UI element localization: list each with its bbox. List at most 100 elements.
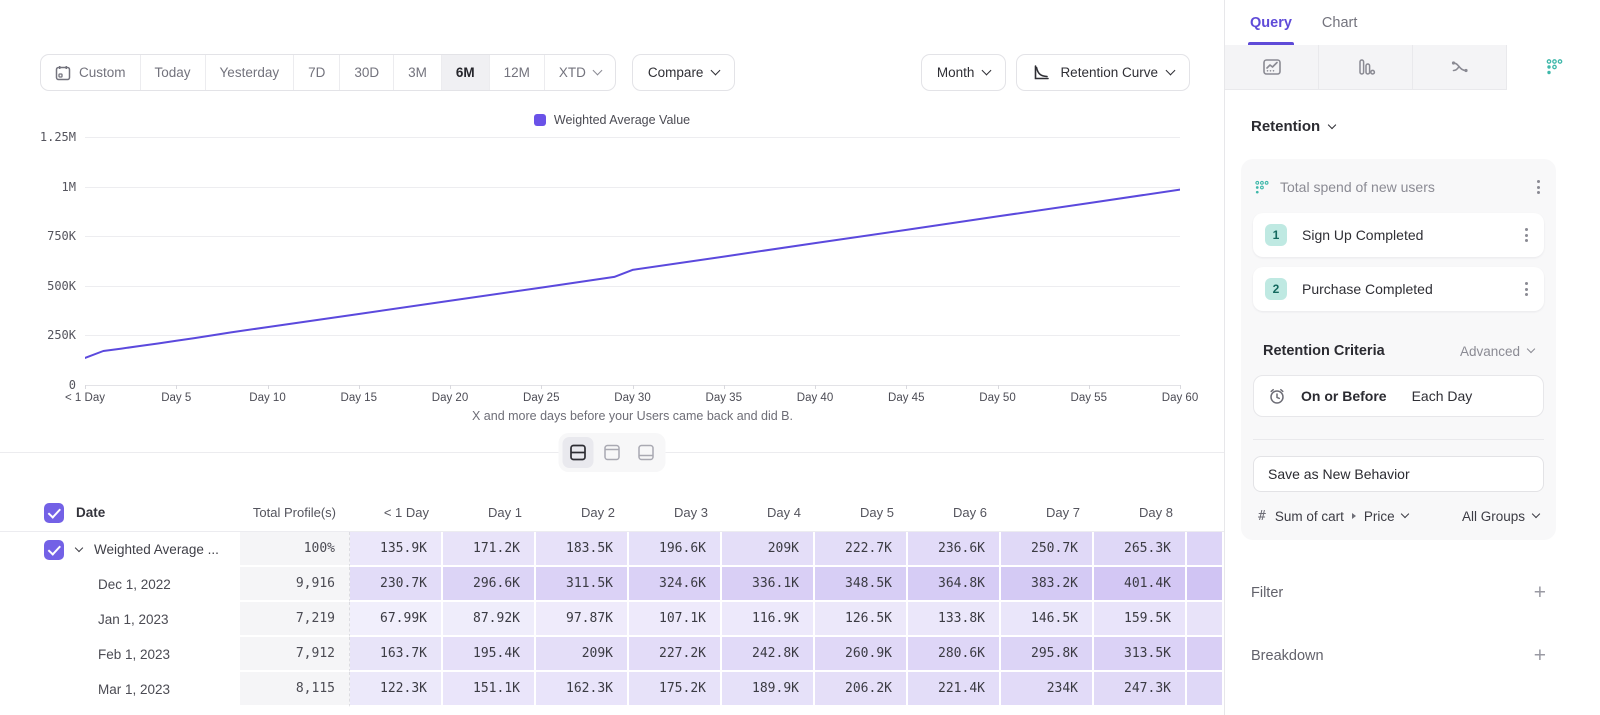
add-breakdown-button[interactable]: + bbox=[1534, 645, 1546, 666]
header-cell-day-4[interactable]: Day 4 bbox=[722, 494, 815, 531]
range-yesterday[interactable]: Yesterday bbox=[206, 55, 295, 90]
behavior-menu-button[interactable] bbox=[1533, 176, 1544, 198]
value-cell: 146.5K bbox=[1001, 602, 1094, 637]
x-axis-tick bbox=[1089, 385, 1090, 389]
query-sidebar: Query Chart bbox=[1224, 0, 1600, 715]
header-cell-day-2[interactable]: Day 2 bbox=[536, 494, 629, 531]
value-cell: 183.5K bbox=[536, 532, 629, 567]
value-cell: 162.3K bbox=[536, 672, 629, 707]
behavior-step-purchase-completed[interactable]: 2Purchase Completed bbox=[1253, 267, 1544, 311]
divider bbox=[1253, 439, 1544, 440]
flows-report-tab[interactable] bbox=[1413, 45, 1507, 90]
value-cell: 222.7K bbox=[815, 532, 908, 567]
chart-legend[interactable]: Weighted Average Value bbox=[0, 113, 1224, 127]
criteria-mode-label: Advanced bbox=[1460, 344, 1520, 359]
value-cell: 87.92K bbox=[443, 602, 536, 637]
criteria-mode-dropdown[interactable]: Advanced bbox=[1460, 344, 1534, 359]
section-label: Breakdown bbox=[1251, 648, 1324, 664]
value-cell: 348.5K bbox=[815, 567, 908, 602]
header-cell-date[interactable]: Date bbox=[0, 494, 240, 531]
range-custom[interactable]: Custom bbox=[41, 55, 141, 90]
x-axis-tick bbox=[998, 385, 999, 389]
header-cell-day-3[interactable]: Day 3 bbox=[629, 494, 722, 531]
chevron-down-icon bbox=[1532, 510, 1540, 518]
step-menu-button[interactable] bbox=[1521, 278, 1532, 300]
value-cell: 236.6K bbox=[908, 532, 1001, 567]
value-cell: 159.5K bbox=[1094, 602, 1187, 637]
value-cell: 230.7K bbox=[350, 567, 443, 602]
sidebar-section-breakdown: Breakdown + bbox=[1241, 645, 1556, 666]
header-cell-1-day[interactable]: < 1 Day bbox=[350, 494, 443, 531]
chevron-down-icon bbox=[1527, 345, 1535, 353]
x-axis-label: Day 20 bbox=[432, 392, 468, 404]
range-3m[interactable]: 3M bbox=[394, 55, 442, 90]
retention-icon bbox=[1544, 57, 1564, 77]
groups-dropdown[interactable]: All Groups bbox=[1462, 509, 1539, 524]
header-cell-day-7[interactable]: Day 7 bbox=[1001, 494, 1094, 531]
header-cell-day-1[interactable]: Day 1 bbox=[443, 494, 536, 531]
retention-section-dropdown[interactable]: Retention bbox=[1251, 118, 1556, 135]
x-axis-label: Day 10 bbox=[249, 392, 285, 404]
value-cell: 67.99K bbox=[350, 602, 443, 637]
retention-condition-row[interactable]: On or Before Each Day bbox=[1253, 375, 1544, 417]
split-view-button[interactable] bbox=[563, 437, 594, 468]
value-cell: 116.9K bbox=[722, 602, 815, 637]
value-cell: 242.8K bbox=[722, 637, 815, 672]
value-cell-partial bbox=[1187, 532, 1224, 567]
header-label: Day 8 bbox=[1139, 505, 1173, 520]
step-menu-button[interactable] bbox=[1521, 224, 1532, 246]
range-label: 7D bbox=[308, 65, 325, 80]
row-label: Feb 1, 2023 bbox=[98, 647, 170, 662]
total-profiles-cell: 7,912 bbox=[240, 637, 350, 672]
sidebar-tab-chart[interactable]: Chart bbox=[1322, 0, 1357, 45]
granularity-dropdown[interactable]: Month bbox=[921, 54, 1007, 91]
range-30d[interactable]: 30D bbox=[340, 55, 394, 90]
save-as-new-behavior-button[interactable]: Save as New Behavior bbox=[1253, 456, 1544, 492]
sidebar-tab-query[interactable]: Query bbox=[1250, 0, 1292, 45]
x-axis-label: Day 40 bbox=[797, 392, 833, 404]
x-axis-label: < 1 Day bbox=[65, 392, 105, 404]
value-cell: 280.6K bbox=[908, 637, 1001, 672]
split-view-icon bbox=[570, 444, 587, 461]
value-cell: 97.87K bbox=[536, 602, 629, 637]
select-all-checkbox[interactable] bbox=[44, 503, 64, 523]
header-label: Day 7 bbox=[1046, 505, 1080, 520]
chart-only-view-button[interactable] bbox=[597, 437, 628, 468]
behavior-step-sign-up-completed[interactable]: 1Sign Up Completed bbox=[1253, 213, 1544, 257]
value-cell: 311.5K bbox=[536, 567, 629, 602]
funnels-icon bbox=[1356, 57, 1376, 77]
range-xtd[interactable]: XTD bbox=[545, 55, 615, 90]
measure-property-dropdown[interactable]: Sum of cart Price bbox=[1275, 509, 1408, 524]
row-checkbox[interactable] bbox=[44, 540, 64, 560]
range-today[interactable]: Today bbox=[141, 55, 206, 90]
retention-criteria-label: Retention Criteria bbox=[1263, 343, 1385, 359]
header-cell-day-8[interactable]: Day 8 bbox=[1094, 494, 1187, 531]
total-profiles-cell: 7,219 bbox=[240, 602, 350, 637]
sidebar-tabs: Query Chart bbox=[1225, 0, 1600, 45]
range-6m[interactable]: 6M bbox=[442, 55, 490, 90]
add-filter-button[interactable]: + bbox=[1534, 582, 1546, 603]
row-label: Dec 1, 2022 bbox=[98, 577, 171, 592]
step-event-label: Purchase Completed bbox=[1302, 281, 1433, 297]
funnels-report-tab[interactable] bbox=[1319, 45, 1413, 90]
chart-type-dropdown[interactable]: Retention Curve bbox=[1016, 54, 1190, 91]
retention-report-tab[interactable] bbox=[1507, 45, 1600, 90]
compare-button[interactable]: Compare bbox=[632, 54, 736, 91]
row-expander-icon[interactable] bbox=[76, 549, 82, 551]
range-7d[interactable]: 7D bbox=[294, 55, 340, 90]
header-cell-total-profile-s[interactable]: Total Profile(s) bbox=[240, 494, 350, 531]
range-label: Custom bbox=[79, 65, 126, 80]
y-axis-label: 500K bbox=[47, 279, 76, 293]
header-cell-day-6[interactable]: Day 6 bbox=[908, 494, 1001, 531]
header-cell-day-5[interactable]: Day 5 bbox=[815, 494, 908, 531]
insights-report-tab[interactable] bbox=[1225, 45, 1319, 90]
header-label: Total Profile(s) bbox=[253, 505, 336, 520]
range-12m[interactable]: 12M bbox=[490, 55, 545, 90]
x-axis-label: Day 30 bbox=[614, 392, 650, 404]
value-cell: 260.9K bbox=[815, 637, 908, 672]
range-label: 12M bbox=[504, 65, 530, 80]
sidebar-sections: Filter+Breakdown+ bbox=[1241, 582, 1556, 666]
value-cell: 313.5K bbox=[1094, 637, 1187, 672]
legend-swatch bbox=[534, 114, 546, 126]
table-only-view-button[interactable] bbox=[631, 437, 662, 468]
